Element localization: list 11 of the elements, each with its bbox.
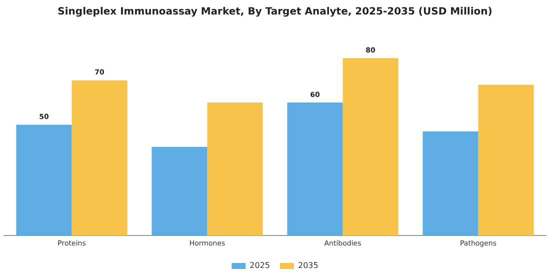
bar (16, 124, 72, 236)
bar (342, 58, 398, 236)
bar (72, 80, 128, 236)
bar (207, 102, 263, 236)
bar (152, 146, 208, 236)
bar (478, 84, 534, 236)
legend-label: 2025 (250, 261, 270, 270)
bar (422, 131, 478, 236)
chart-title: Singleplex Immunoassay Market, By Target Analyte, 2025-2035 (USD Million) (58, 6, 492, 18)
legend-label: 2035 (298, 261, 318, 270)
bar (287, 102, 343, 236)
